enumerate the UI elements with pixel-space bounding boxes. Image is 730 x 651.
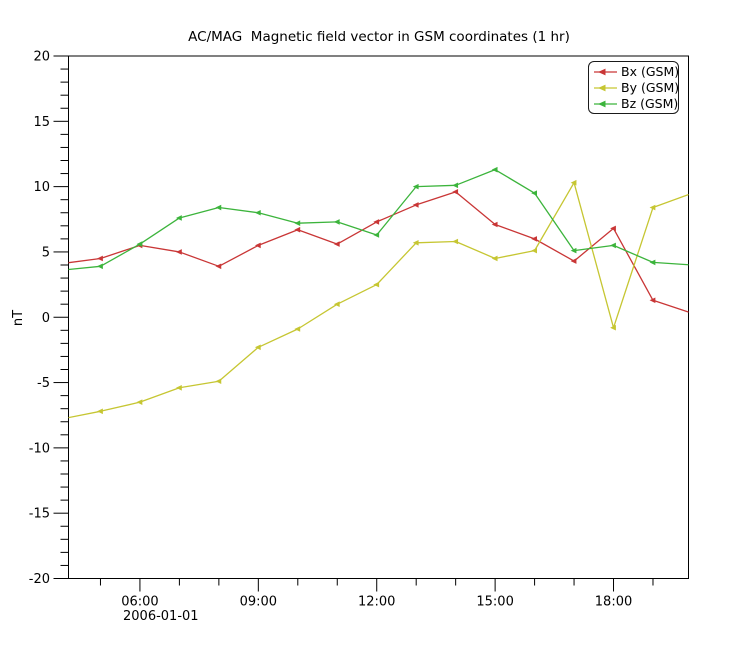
data-point-marker-bx-gsm [254, 242, 261, 249]
data-point-marker-bz-gsm [215, 204, 222, 211]
data-point-marker-by-gsm [254, 344, 261, 351]
data-point-marker-bx-gsm [175, 249, 182, 255]
legend-item-bx: Bx (GSM) [593, 64, 680, 80]
data-point-marker-by-gsm [136, 399, 143, 405]
data-point-marker-by-gsm [689, 190, 695, 196]
data-point-marker-bz-gsm [136, 241, 143, 247]
data-point-marker-bx-gsm [452, 189, 459, 195]
series-markers-bx-gsm [58, 189, 695, 317]
chart-title: AC/MAG Magnetic field vector in GSM coor… [188, 29, 570, 45]
data-point-marker-by-gsm [175, 384, 182, 391]
data-point-marker-bx-gsm [373, 219, 380, 225]
data-point-marker-by-gsm [531, 247, 537, 254]
data-point-marker-by-gsm [610, 324, 616, 331]
data-point-marker-bx-gsm [215, 263, 222, 270]
series-markers-by-gsm [58, 179, 695, 422]
x-tick-label: 06:00 [121, 595, 158, 610]
data-point-marker-bz-gsm [254, 209, 261, 216]
data-point-marker-by-gsm [373, 281, 380, 288]
data-point-marker-bz-gsm [452, 182, 459, 189]
data-point-marker-bz-gsm [689, 262, 695, 268]
data-point-marker-bz-gsm [294, 220, 301, 226]
data-point-marker-bx-gsm [294, 226, 301, 233]
x-tick-label: 15:00 [476, 595, 513, 610]
x-tick-label: 18:00 [595, 595, 632, 610]
plot-frame [68, 55, 689, 579]
data-point-marker-bx-gsm [649, 297, 656, 304]
data-point-marker-bz-gsm [531, 190, 537, 196]
data-point-marker-by-gsm [97, 408, 103, 415]
y-tick-label: 0 [42, 311, 50, 326]
data-point-marker-bz-gsm [373, 232, 380, 238]
data-point-marker-bz-gsm [610, 242, 616, 249]
legend-label-bx: Bx (GSM) [621, 64, 680, 79]
data-point-marker-bx-gsm [610, 225, 616, 232]
data-point-marker-bx-gsm [97, 255, 103, 262]
data-point-marker-bz-gsm [175, 215, 182, 221]
data-point-marker-bz-gsm [58, 267, 64, 273]
y-tick-label: -20 [29, 572, 50, 587]
data-point-marker-by-gsm [215, 378, 222, 385]
data-point-marker-by-gsm [412, 239, 419, 246]
y-tick-label: -15 [29, 507, 50, 522]
y-tick-label: -5 [37, 376, 50, 391]
y-tick-label: 5 [42, 245, 50, 260]
legend-item-by: By (GSM) [593, 80, 680, 96]
data-point-marker-bx-gsm [333, 241, 340, 247]
legend-item-bz: Bz (GSM) [593, 96, 678, 112]
bz-line-arrow-icon [594, 100, 617, 108]
data-point-marker-by-gsm [333, 301, 340, 307]
data-point-marker-bx-gsm [531, 236, 537, 242]
y-tick-label: 20 [33, 50, 50, 65]
series-line-by-gsm [68, 182, 689, 419]
y-tick-label: 10 [33, 180, 50, 195]
data-point-marker-by-gsm [649, 204, 656, 211]
data-point-marker-by-gsm [570, 179, 577, 186]
by-line-arrow-icon [594, 84, 617, 92]
data-point-marker-bx-gsm [570, 258, 577, 264]
data-point-marker-bz-gsm [333, 219, 340, 225]
data-point-marker-by-gsm [58, 416, 64, 422]
series-line-bx-gsm [68, 191, 689, 313]
data-point-marker-bz-gsm [412, 183, 419, 190]
x-axis-date-label: 2006-01-01 [123, 609, 199, 624]
data-point-marker-bz-gsm [491, 166, 498, 173]
series-line-bz-gsm [68, 168, 689, 271]
legend-label-bz: Bz (GSM) [621, 96, 679, 111]
data-point-marker-by-gsm [491, 255, 498, 262]
data-point-marker-bz-gsm [570, 247, 577, 254]
x-tick-label: 12:00 [358, 595, 395, 610]
data-point-marker-bx-gsm [58, 261, 64, 267]
data-point-marker-bx-gsm [689, 311, 695, 317]
data-point-marker-bz-gsm [649, 259, 656, 266]
series-markers-bz-gsm [58, 166, 695, 273]
y-tick-label: 15 [33, 115, 50, 130]
data-point-marker-by-gsm [294, 326, 301, 332]
x-tick-label: 09:00 [240, 595, 277, 610]
legend-label-by: By (GSM) [621, 80, 680, 95]
legend-box: Bx (GSM) By (GSM) Bz (GSM) [588, 61, 679, 114]
bx-line-arrow-icon [594, 68, 617, 76]
data-point-marker-bx-gsm [491, 221, 498, 228]
data-point-marker-by-gsm [452, 238, 459, 245]
data-point-marker-bx-gsm [412, 202, 419, 208]
data-point-marker-bz-gsm [97, 263, 103, 270]
y-tick-label: -10 [29, 441, 50, 456]
